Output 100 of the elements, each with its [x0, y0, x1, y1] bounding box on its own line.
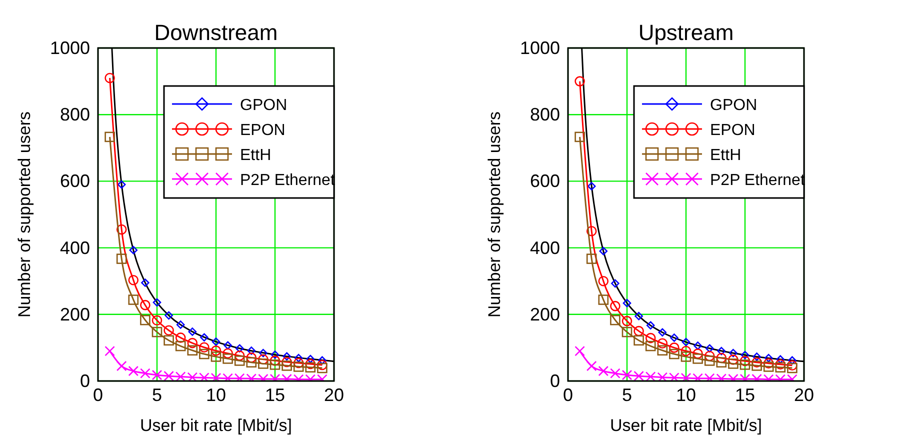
point	[116, 360, 127, 372]
y-tick-label: 600	[60, 171, 90, 192]
x-tick-label: 5	[622, 385, 632, 405]
x-tick-label: 0	[92, 385, 104, 405]
point	[129, 246, 138, 254]
point	[574, 346, 585, 356]
point	[610, 300, 620, 312]
y-tick-label: 200	[60, 304, 90, 324]
point	[716, 352, 727, 364]
point	[657, 338, 668, 349]
y-axis-title: Number of supported users	[15, 112, 34, 318]
point	[787, 362, 798, 374]
point	[152, 315, 162, 326]
point	[200, 333, 208, 342]
point	[763, 362, 774, 372]
point	[152, 298, 162, 307]
y-tick-label: 800	[60, 104, 90, 125]
point	[246, 352, 257, 363]
point	[210, 352, 222, 362]
point	[586, 226, 597, 236]
point	[317, 362, 328, 374]
point	[128, 366, 139, 376]
point	[717, 346, 726, 356]
point	[305, 362, 316, 372]
y-tick-label: 400	[530, 238, 560, 258]
x-tick-label: 15	[264, 385, 286, 405]
point	[116, 254, 127, 264]
point	[574, 132, 585, 142]
point	[164, 335, 174, 346]
point	[716, 357, 727, 368]
point	[598, 366, 609, 376]
y-tick-label: 200	[530, 304, 560, 324]
point	[694, 342, 702, 350]
point	[294, 354, 303, 362]
chart-title: Upstream	[638, 20, 734, 45]
x-axis-title: User bit rate [Mbit/s]	[140, 416, 292, 435]
point	[634, 335, 644, 346]
y-tick-label: 1000	[50, 38, 90, 58]
point	[752, 360, 762, 371]
point	[175, 340, 186, 352]
point	[740, 350, 750, 360]
point	[586, 360, 597, 372]
point	[622, 298, 632, 308]
point	[117, 180, 126, 189]
point	[128, 274, 139, 286]
point	[164, 311, 173, 320]
point	[199, 348, 210, 360]
point	[788, 356, 796, 365]
x-tick-label: 10	[676, 385, 696, 405]
point	[104, 132, 115, 142]
point	[740, 356, 750, 366]
point	[128, 294, 139, 305]
point	[318, 356, 326, 365]
point	[222, 348, 233, 359]
legend-label: GPON	[240, 97, 288, 114]
point	[188, 328, 197, 336]
x-tick-label: 15	[734, 385, 756, 405]
y-axis-title: Number of supported users	[485, 112, 504, 318]
point	[645, 332, 656, 344]
point	[740, 360, 750, 370]
x-tick-label: 0	[562, 385, 574, 405]
y-tick-label: 400	[60, 238, 90, 258]
legend-label: EttH	[710, 147, 742, 164]
point	[104, 346, 115, 356]
point	[622, 316, 632, 326]
point	[587, 182, 596, 190]
point	[752, 352, 761, 361]
point	[235, 344, 244, 353]
point	[282, 352, 291, 361]
point	[141, 278, 150, 287]
point	[282, 356, 292, 368]
point	[705, 344, 714, 353]
point	[258, 354, 268, 365]
y-tick-label: 800	[530, 104, 560, 125]
point	[729, 348, 738, 358]
point	[199, 342, 210, 353]
point	[763, 358, 774, 368]
point	[187, 345, 198, 356]
point	[234, 356, 245, 366]
point	[282, 360, 292, 371]
point	[680, 352, 692, 362]
legend-label: GPON	[710, 97, 758, 114]
point	[270, 360, 280, 370]
point	[680, 346, 692, 356]
point	[176, 320, 185, 329]
point	[246, 357, 257, 368]
legend-label: EttH	[240, 147, 272, 164]
x-tick-label: 5	[152, 385, 162, 405]
point	[692, 348, 703, 359]
y-tick-label: 0	[550, 371, 560, 391]
x-tick-label: 10	[206, 385, 226, 405]
point	[776, 355, 785, 364]
point	[634, 326, 644, 336]
chart-title: Downstream	[154, 20, 278, 45]
point	[599, 246, 608, 256]
point	[259, 348, 268, 358]
y-tick-label: 0	[80, 371, 90, 391]
point	[210, 346, 222, 356]
point	[658, 328, 667, 337]
point	[657, 345, 668, 356]
